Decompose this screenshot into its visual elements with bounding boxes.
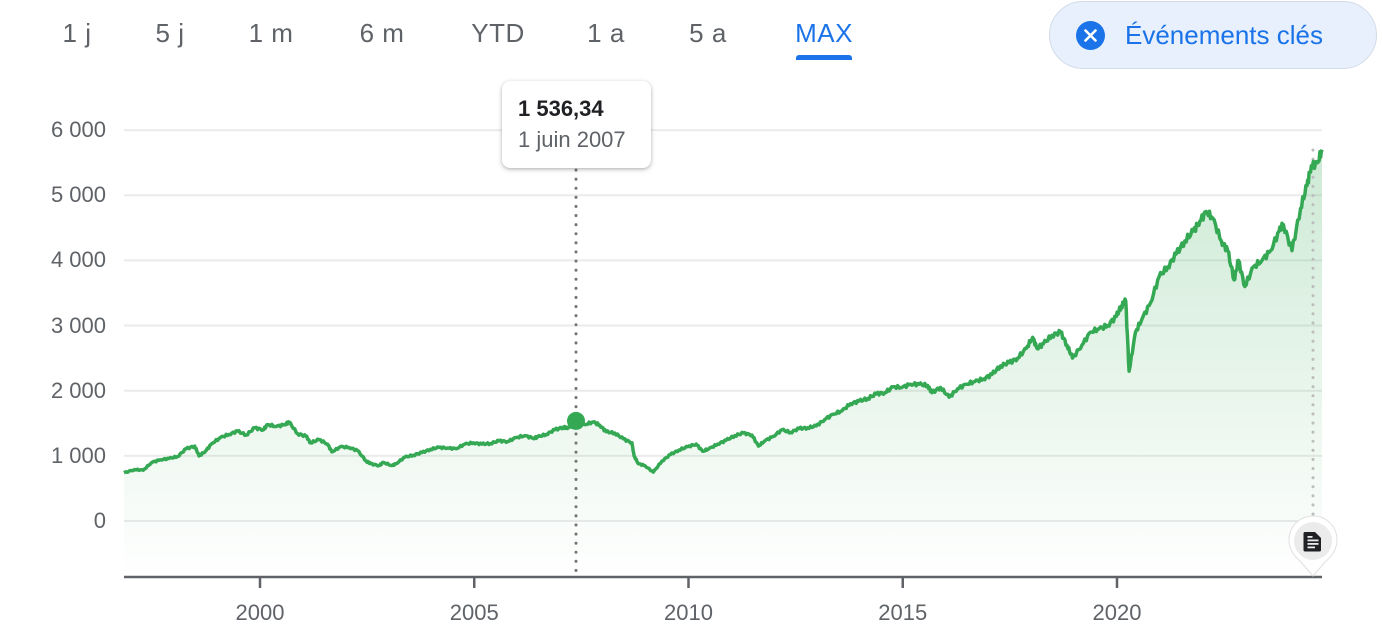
tab-max[interactable]: MAX bbox=[795, 18, 853, 48]
y-tick-label: 1 000 bbox=[50, 442, 106, 468]
close-circle-icon bbox=[1076, 20, 1105, 50]
x-tick-label: 2005 bbox=[449, 600, 499, 625]
x-tick-label: 2020 bbox=[1092, 600, 1142, 625]
tab-1m[interactable]: 1 m bbox=[248, 18, 294, 48]
x-axis-ticks bbox=[258, 577, 1119, 588]
x-tick-label: 2000 bbox=[235, 600, 285, 625]
y-tick-label: 6 000 bbox=[50, 117, 106, 143]
y-tick-label: 0 bbox=[93, 508, 106, 533]
y-tick-label: 4 000 bbox=[50, 247, 106, 273]
y-tick-label: 5 000 bbox=[50, 182, 106, 208]
tab-1a[interactable]: 1 a bbox=[587, 18, 625, 48]
key-events-button[interactable]: Événements clés bbox=[1049, 1, 1377, 69]
article-icon bbox=[1303, 532, 1321, 552]
tab-6m[interactable]: 6 m bbox=[359, 18, 405, 48]
key-events-label: Événements clés bbox=[1125, 19, 1323, 50]
tab-5a[interactable]: 5 a bbox=[689, 18, 727, 48]
tab-ytd[interactable]: YTD bbox=[471, 18, 525, 48]
tooltip-value: 1 536,34 bbox=[518, 96, 604, 121]
y-tick-label: 3 000 bbox=[50, 312, 106, 338]
tooltip-date: 1 juin 2007 bbox=[518, 127, 626, 152]
active-tab-indicator bbox=[796, 55, 852, 60]
y-tick-label: 2 000 bbox=[50, 377, 106, 403]
x-tick-label: 2015 bbox=[878, 600, 928, 625]
x-tick-label: 2010 bbox=[664, 600, 713, 625]
news-marker-button[interactable] bbox=[1286, 514, 1340, 578]
tab-1j[interactable]: 1 j bbox=[62, 18, 92, 48]
hover-point bbox=[567, 411, 585, 430]
area-fill bbox=[124, 149, 1322, 577]
tab-5j[interactable]: 5 j bbox=[155, 18, 185, 48]
hover-tooltip: 1 536,34 1 juin 2007 bbox=[502, 81, 651, 168]
price-line bbox=[123, 149, 1324, 475]
